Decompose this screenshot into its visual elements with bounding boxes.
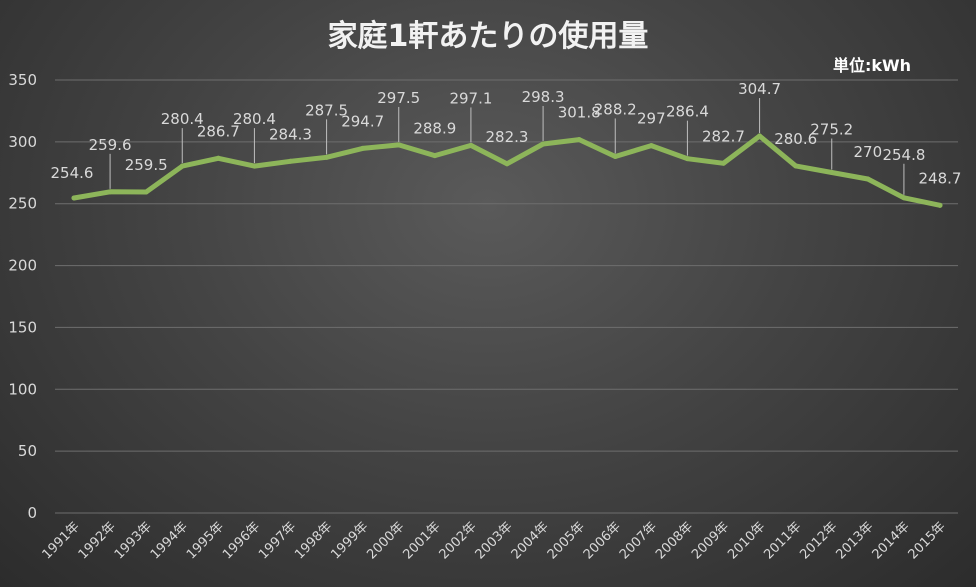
data-label: 297.1 <box>449 89 492 107</box>
data-point <box>107 189 113 195</box>
data-label: 287.5 <box>305 101 348 119</box>
x-tick-label: 2014年 <box>870 519 913 562</box>
data-label: 280.6 <box>774 130 817 148</box>
data-label: 288.2 <box>594 100 637 118</box>
data-label: 298.3 <box>522 88 565 106</box>
y-tick-label: 300 <box>8 133 37 151</box>
x-tick-label: 2005年 <box>545 519 588 562</box>
x-tick-label: 1999年 <box>328 519 371 562</box>
x-tick-label: 2009年 <box>689 519 732 562</box>
data-label: 259.5 <box>125 156 168 174</box>
data-point <box>901 195 907 201</box>
data-label: 297.5 <box>377 89 420 107</box>
x-tick-label: 2011年 <box>761 519 804 562</box>
data-point <box>215 155 221 161</box>
data-point <box>288 158 293 164</box>
data-label: 280.4 <box>233 110 276 128</box>
x-tick-label: 2008年 <box>653 519 696 562</box>
data-point <box>612 153 618 159</box>
x-tick-label: 2001年 <box>400 519 443 562</box>
data-label: 301.8 <box>558 104 601 122</box>
x-tick-label: 2012年 <box>797 519 840 562</box>
y-axis-ticks: 0 50 100 150 200 250 300 350 <box>8 71 37 522</box>
chart-title: 家庭1軒あたりの使用量 <box>328 19 649 54</box>
data-label: 248.7 <box>919 169 962 187</box>
x-tick-label: 1993年 <box>112 519 155 562</box>
x-tick-label: 2000年 <box>364 519 407 562</box>
x-tick-label: 2002年 <box>437 519 480 562</box>
x-tick-label: 2004年 <box>509 519 552 562</box>
data-point <box>504 161 510 167</box>
data-point <box>937 202 943 208</box>
y-tick-label: 350 <box>8 71 37 89</box>
data-label: 288.9 <box>413 120 456 138</box>
x-tick-label: 1994年 <box>148 519 191 562</box>
data-point <box>648 143 654 149</box>
unit-label: 単位:kWh <box>833 56 911 75</box>
data-label: 254.8 <box>882 146 925 164</box>
data-label: 286.4 <box>666 103 709 121</box>
x-tick-label: 2010年 <box>725 519 768 562</box>
data-labels: 254.6259.6259.5280.4286.7280.4284.3287.5… <box>51 80 962 195</box>
data-point <box>793 163 799 169</box>
data-label: 259.6 <box>89 136 132 154</box>
data-label: 275.2 <box>810 121 853 139</box>
x-tick-label: 2007年 <box>617 519 660 562</box>
x-tick-label: 1997年 <box>256 519 299 562</box>
data-point <box>396 142 402 148</box>
data-label: 280.4 <box>161 110 204 128</box>
data-point <box>143 189 149 195</box>
x-tick-label: 1991年 <box>40 519 83 562</box>
data-label: 294.7 <box>341 112 384 130</box>
x-axis-ticks: 1991年1992年1993年1994年1995年1996年1997年1998年… <box>40 519 949 562</box>
x-tick-label: 1998年 <box>292 519 335 562</box>
data-point <box>179 163 185 169</box>
data-point <box>360 145 366 151</box>
x-tick-label: 2006年 <box>581 519 624 562</box>
x-tick-label: 2015年 <box>906 519 949 562</box>
gridlines <box>55 79 958 514</box>
y-tick-label: 100 <box>8 380 37 398</box>
data-point <box>540 141 546 147</box>
y-tick-label: 250 <box>8 195 37 213</box>
y-tick-label: 200 <box>8 257 37 275</box>
data-point <box>721 160 726 166</box>
data-point <box>468 142 474 148</box>
x-tick-label: 2013年 <box>833 519 876 562</box>
data-label: 284.3 <box>269 125 312 143</box>
data-label: 304.7 <box>738 80 781 98</box>
data-point <box>251 163 257 169</box>
x-tick-label: 1996年 <box>220 519 263 562</box>
data-label: 286.7 <box>197 122 240 140</box>
data-label: 297 <box>637 110 666 128</box>
data-point <box>865 176 871 182</box>
y-tick-label: 0 <box>27 504 37 522</box>
data-point <box>829 170 835 176</box>
x-tick-label: 1992年 <box>76 519 119 562</box>
data-point <box>757 133 763 139</box>
data-point <box>684 156 690 162</box>
y-tick-label: 150 <box>8 318 37 336</box>
data-label: 270 <box>854 143 883 161</box>
data-point <box>324 154 330 160</box>
data-point <box>576 137 582 143</box>
series-layer <box>71 133 943 208</box>
x-tick-label: 2003年 <box>473 519 516 562</box>
data-label: 254.6 <box>51 164 94 182</box>
data-label: 282.3 <box>486 128 529 146</box>
data-point <box>71 195 77 201</box>
x-tick-label: 1995年 <box>184 519 227 562</box>
y-tick-label: 50 <box>18 442 37 460</box>
data-label: 282.7 <box>702 127 745 145</box>
data-point <box>432 153 438 159</box>
